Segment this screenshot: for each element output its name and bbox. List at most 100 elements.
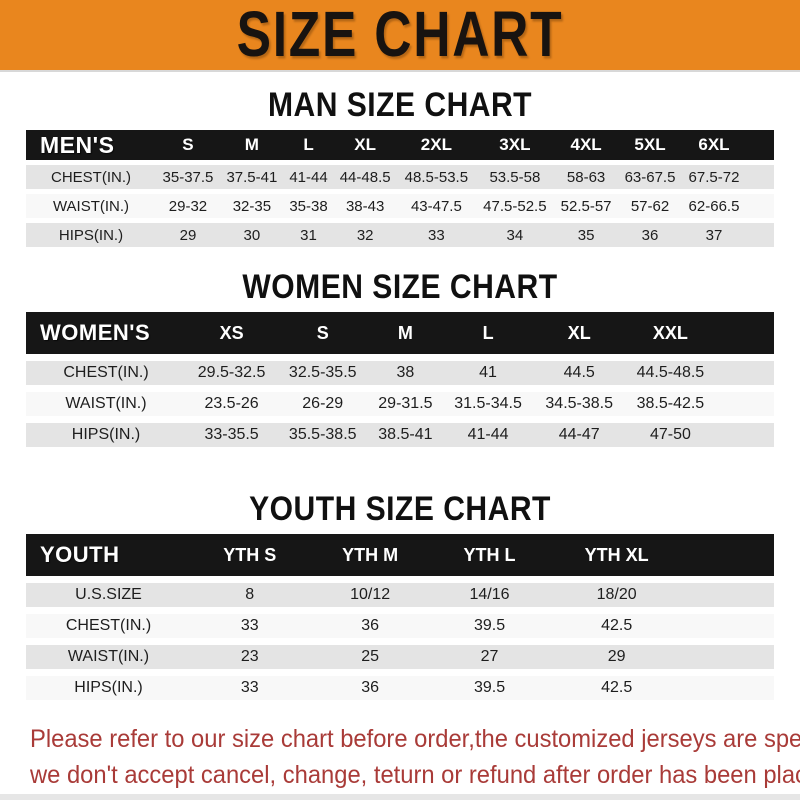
row-label: HIPS(IN.) <box>26 223 156 247</box>
table-row: HIPS(IN.) 33-35.5 35.5-38.5 38.5-41 41-44 44-… <box>26 423 774 447</box>
header-row: YOUTH YTH S YTH M YTH L YTH XL <box>26 534 774 576</box>
men-table-head: MEN'S S M L XL 2XL 3XL 4XL 5XL 6XL <box>26 130 774 160</box>
column-header: 2XL <box>397 130 476 160</box>
heading-youth: YOUTH SIZE CHART <box>249 488 551 529</box>
youth-corner-label: YOUTH <box>26 534 191 576</box>
table-cell: 44.5-48.5 <box>624 361 716 385</box>
table-cell: 53.5-58 <box>475 165 555 189</box>
column-header: YTH S <box>191 534 309 576</box>
header-spacer-cell <box>686 534 774 576</box>
table-cell: 47.5-52.5 <box>475 194 555 218</box>
table-cell: 39.5 <box>431 614 548 638</box>
table-cell: 48.5-53.5 <box>397 165 476 189</box>
section-youth: YOUTH SIZE CHART YOUTH YTH S YTH M YTH L YTH … <box>0 488 800 707</box>
spacer-cell <box>746 165 774 189</box>
size-tables-container: MAN SIZE CHART MEN'S S M L XL 2XL 3XL 4XL 5XL 6XL C… <box>0 84 800 707</box>
table-cell: 14/16 <box>431 583 548 607</box>
column-header: XL <box>533 312 625 354</box>
table-cell: 30 <box>219 223 284 247</box>
column-header: XS <box>186 312 278 354</box>
row-label: WAIST(IN.) <box>26 645 191 669</box>
table-cell: 35.5-38.5 <box>277 423 369 447</box>
table-row: CHEST(IN.) 29.5-32.5 32.5-35.5 38 41 44.5 44.5… <box>26 361 774 385</box>
table-cell: 42.5 <box>547 614 686 638</box>
spacer-cell <box>686 614 774 638</box>
table-cell: 44.5 <box>533 361 625 385</box>
youth-table-body: U.S.SIZE 8 10/12 14/16 18/20 CHEST(IN.) 33 36 39… <box>26 583 774 700</box>
women-table-head: WOMEN'S XS S M L XL XXL <box>26 312 774 354</box>
table-cell: 29 <box>547 645 686 669</box>
row-label: WAIST(IN.) <box>26 392 186 416</box>
table-row: CHEST(IN.) 35-37.5 37.5-41 41-44 44-48.5 48.5… <box>26 165 774 189</box>
table-cell: 39.5 <box>431 676 548 700</box>
row-label: U.S.SIZE <box>26 583 191 607</box>
table-cell: 38-43 <box>333 194 398 218</box>
bottom-edge-strip <box>0 794 800 800</box>
table-cell: 35 <box>554 223 619 247</box>
row-label: CHEST(IN.) <box>26 614 191 638</box>
table-cell: 32.5-35.5 <box>277 361 369 385</box>
women-table-body: CHEST(IN.) 29.5-32.5 32.5-35.5 38 41 44.5 44.5… <box>26 361 774 447</box>
table-cell: 44-47 <box>533 423 625 447</box>
section-men: MAN SIZE CHART MEN'S S M L XL 2XL 3XL 4XL 5XL 6XL C… <box>0 84 800 252</box>
order-notice: Please refer to our size chart before or… <box>30 721 800 793</box>
table-row: WAIST(IN.) 29-32 32-35 35-38 38-43 43-47.5 47.… <box>26 194 774 218</box>
column-header: XL <box>333 130 398 160</box>
spacer-cell <box>716 361 774 385</box>
row-label: WAIST(IN.) <box>26 194 156 218</box>
table-cell: 35-38 <box>283 194 334 218</box>
table-row: HIPS(IN.) 29 30 31 32 33 34 35 36 37 <box>26 223 774 247</box>
table-cell: 23 <box>191 645 309 669</box>
column-header: 6XL <box>681 130 746 160</box>
table-cell: 62-66.5 <box>681 194 746 218</box>
spacer-cell <box>686 583 774 607</box>
table-cell: 34 <box>475 223 555 247</box>
table-row: CHEST(IN.) 33 36 39.5 42.5 <box>26 614 774 638</box>
table-cell: 44-48.5 <box>333 165 398 189</box>
table-cell: 41-44 <box>283 165 334 189</box>
section-women: WOMEN SIZE CHART WOMEN'S XS S M L XL XXL CHEST(I… <box>0 267 800 454</box>
table-cell: 29-32 <box>156 194 220 218</box>
table-cell: 58-63 <box>554 165 619 189</box>
spacer-cell <box>686 676 774 700</box>
table-cell: 37.5-41 <box>219 165 284 189</box>
table-cell: 67.5-72 <box>681 165 746 189</box>
table-cell: 29.5-32.5 <box>186 361 278 385</box>
table-cell: 57-62 <box>618 194 682 218</box>
column-header: M <box>219 130 284 160</box>
column-header: S <box>277 312 369 354</box>
column-header: YTH L <box>431 534 548 576</box>
column-header: XXL <box>624 312 716 354</box>
table-row: WAIST(IN.) 23.5-26 26-29 29-31.5 31.5-34.5 34… <box>26 392 774 416</box>
table-cell: 36 <box>308 614 432 638</box>
heading-men: MAN SIZE CHART <box>267 84 533 125</box>
column-header: YTH XL <box>547 534 686 576</box>
table-cell: 38.5-42.5 <box>624 392 716 416</box>
table-cell: 33-35.5 <box>186 423 278 447</box>
table-cell: 41 <box>442 361 534 385</box>
notice-line-2: we don't accept cancel, change, teturn o… <box>30 761 800 789</box>
column-header: YTH M <box>308 534 432 576</box>
table-cell: 32 <box>333 223 398 247</box>
table-cell: 34.5-38.5 <box>533 392 625 416</box>
row-label: HIPS(IN.) <box>26 423 186 447</box>
column-header: S <box>156 130 220 160</box>
youth-table-head: YOUTH YTH S YTH M YTH L YTH XL <box>26 534 774 576</box>
table-row: WAIST(IN.) 23 25 27 29 <box>26 645 774 669</box>
column-header: 5XL <box>618 130 682 160</box>
table-cell: 31.5-34.5 <box>442 392 534 416</box>
table-cell: 41-44 <box>442 423 534 447</box>
men-size-table: MEN'S S M L XL 2XL 3XL 4XL 5XL 6XL CHEST(IN.) 35-37… <box>26 125 774 252</box>
youth-size-table: YOUTH YTH S YTH M YTH L YTH XL U.S.SIZE 8 10/12… <box>26 527 774 707</box>
banner: SIZE CHART <box>0 0 800 72</box>
table-cell: 23.5-26 <box>186 392 278 416</box>
row-label: HIPS(IN.) <box>26 676 191 700</box>
spacer-cell <box>716 392 774 416</box>
women-corner-label: WOMEN'S <box>26 312 186 354</box>
spacer-cell <box>686 645 774 669</box>
spacer-cell <box>716 423 774 447</box>
table-cell: 8 <box>191 583 309 607</box>
notice-line-1: Please refer to our size chart before or… <box>30 725 800 753</box>
header-spacer-cell <box>716 312 774 354</box>
